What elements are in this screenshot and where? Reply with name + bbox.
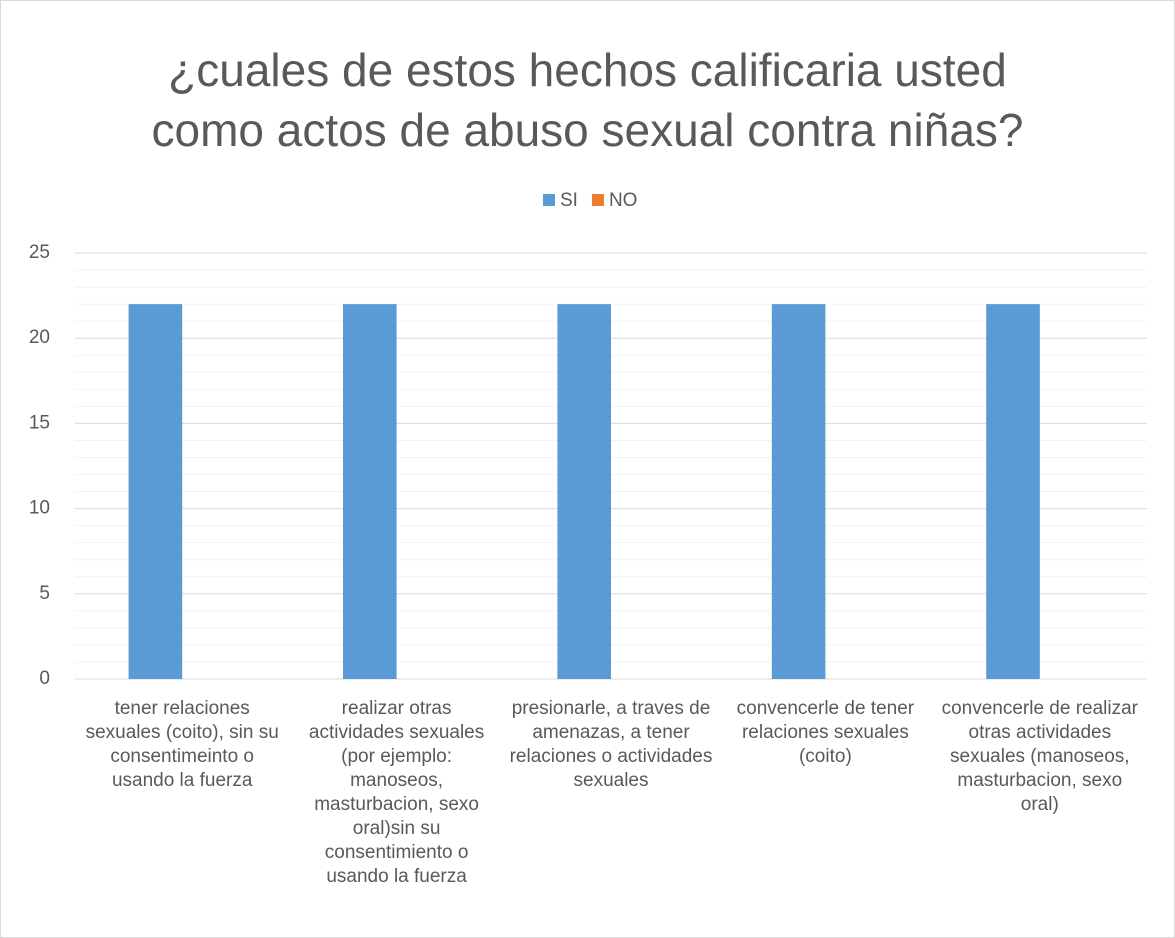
bar	[128, 304, 183, 679]
bar	[771, 304, 826, 679]
x-tick-label: convencerle de realizar otras actividade…	[941, 698, 1139, 815]
x-tick-label: convencerle de tener relaciones sexuales…	[736, 698, 915, 767]
bar	[557, 304, 611, 679]
bar	[986, 304, 1040, 679]
legend-swatch	[591, 194, 604, 206]
x-tick-label: presionarle, a traves de amenazas, a ten…	[509, 698, 713, 791]
y-tick-label: 25	[29, 242, 50, 263]
legend-label: SI	[560, 190, 578, 211]
legend-label: NO	[609, 190, 638, 211]
chart-title: ¿cuales de estos hechos calificaria uste…	[151, 44, 1024, 156]
y-tick-label: 15	[29, 412, 50, 433]
bar	[343, 304, 397, 679]
y-tick-label: 5	[39, 583, 50, 604]
x-tick-label: realizar otras actividades sexuales (por…	[308, 698, 485, 887]
x-tick-label: tener relaciones sexuales (coito), sin s…	[85, 698, 279, 791]
y-tick-label: 20	[29, 327, 50, 348]
legend-swatch	[543, 194, 555, 206]
y-tick-label: 0	[39, 668, 50, 689]
y-tick-label: 10	[29, 498, 50, 519]
